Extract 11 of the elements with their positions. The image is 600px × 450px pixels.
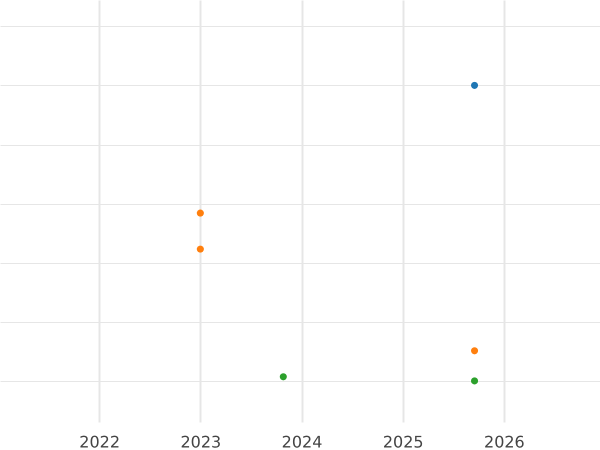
- point: [196, 246, 204, 253]
- x-tick-label: 2024: [282, 432, 322, 450]
- point: [471, 347, 478, 354]
- point: [196, 210, 204, 217]
- x-tick-label: 2023: [180, 432, 222, 450]
- x-tick-label: 2026: [484, 432, 525, 450]
- point: [471, 82, 478, 89]
- point: [471, 377, 478, 384]
- x-tick-label: 2022: [79, 432, 120, 450]
- point: [280, 373, 287, 380]
- x-tick-label: 2025: [382, 432, 424, 450]
